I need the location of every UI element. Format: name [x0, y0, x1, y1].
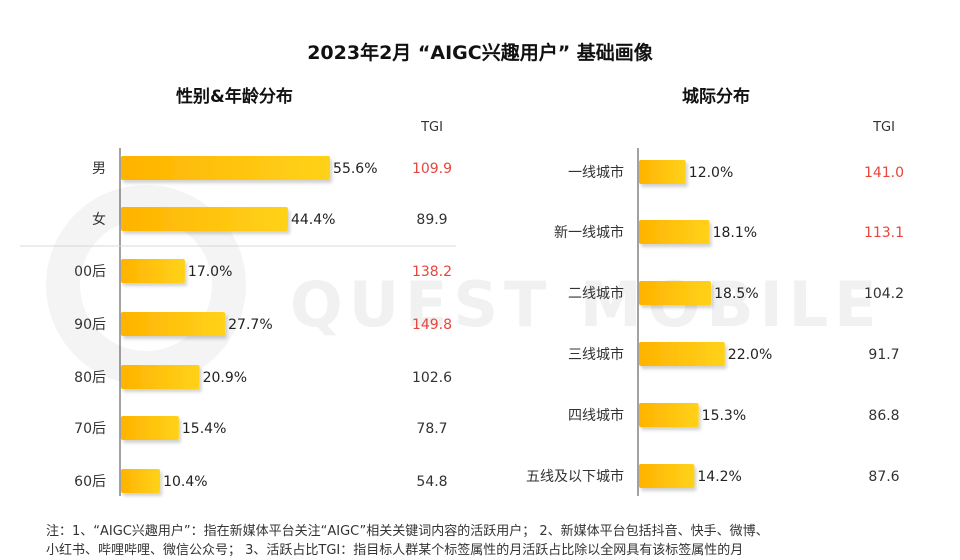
watermark-text: QUEST MOBILE — [290, 268, 883, 341]
right-bar-chart: TGI 一线城市 12.0% 141.0 新一线城市 18.1% 113.1 二线城市 18.5… — [526, 120, 904, 496]
right-tgi-value: 113.1 — [864, 225, 904, 241]
right-value-label: 18.5% — [714, 286, 758, 302]
right-category-label: 新一线城市 — [554, 224, 624, 241]
right-chart-title: 城际分布 — [682, 87, 750, 107]
left-category-label: 00后 — [74, 264, 106, 280]
right-bar — [639, 220, 710, 244]
left-value-label: 55.6% — [333, 161, 377, 177]
left-value-label: 10.4% — [163, 474, 207, 490]
left-category-label: 70后 — [74, 421, 106, 437]
left-tgi-header: TGI — [420, 120, 443, 135]
right-value-label: 12.0% — [689, 165, 733, 181]
footnote: 注：1、“AIGC兴趣用户”：指在新媒体平台关注“AIGC”相关关键词内容的活跃… — [46, 522, 926, 560]
left-category-label: 男 — [92, 161, 106, 177]
left-tgi-value: 54.8 — [416, 474, 447, 490]
right-bar — [639, 403, 699, 427]
right-value-label: 14.2% — [697, 469, 741, 485]
right-tgi-value: 91.7 — [868, 347, 899, 363]
left-category-label: 80后 — [74, 370, 106, 386]
left-category-label: 60后 — [74, 474, 106, 490]
chart-title: 2023年2月 “AIGC兴趣用户” 基础画像 — [307, 42, 653, 64]
footnote-line-1: 注：1、“AIGC兴趣用户”：指在新媒体平台关注“AIGC”相关关键词内容的活跃… — [46, 524, 769, 539]
right-bar — [639, 160, 686, 184]
left-bar — [121, 365, 200, 389]
right-category-label: 四线城市 — [568, 407, 624, 424]
left-chart-title: 性别&年龄分布 — [176, 87, 293, 107]
left-category-label: 90后 — [74, 317, 106, 333]
left-bar — [121, 312, 226, 336]
right-value-label: 18.1% — [713, 225, 757, 241]
footnote-line-2: 小红书、哔哩哔哩、微信公众号； 3、活跃占比TGI：指目标人群某个标签属性的月活… — [46, 543, 744, 558]
left-bar — [121, 416, 179, 440]
left-bar-chart: TGI 男 55.6% 109.9 女 44.4% 89.9 00后 17.0% 138.2 90后… — [20, 120, 456, 496]
right-category-label: 五线及以下城市 — [526, 468, 624, 485]
right-tgi-value: 87.6 — [868, 469, 899, 485]
right-tgi-value: 104.2 — [864, 286, 904, 302]
left-bar — [121, 156, 331, 180]
left-value-label: 17.0% — [188, 264, 232, 280]
left-bar — [121, 469, 161, 493]
left-value-label: 27.7% — [228, 317, 272, 333]
left-category-label: 女 — [92, 211, 106, 228]
right-tgi-value: 141.0 — [864, 165, 904, 181]
left-tgi-value: 102.6 — [412, 370, 452, 386]
right-category-label: 一线城市 — [568, 164, 624, 181]
left-value-label: 44.4% — [291, 212, 335, 228]
right-category-label: 三线城市 — [568, 346, 624, 363]
right-value-label: 15.3% — [702, 408, 746, 424]
left-tgi-value: 109.9 — [412, 161, 452, 177]
left-tgi-value: 149.8 — [412, 317, 452, 333]
right-value-label: 22.0% — [728, 347, 772, 363]
left-tgi-value: 78.7 — [416, 421, 447, 437]
left-value-label: 20.9% — [203, 370, 247, 386]
right-bar — [639, 464, 695, 488]
right-bar — [639, 281, 712, 305]
left-value-label: 15.4% — [182, 421, 226, 437]
right-tgi-value: 86.8 — [868, 408, 899, 424]
left-bar — [121, 207, 288, 231]
right-category-label: 二线城市 — [568, 285, 624, 302]
left-bar — [121, 259, 185, 283]
right-bar — [639, 342, 725, 366]
right-tgi-header: TGI — [872, 120, 895, 135]
left-tgi-value: 138.2 — [412, 264, 452, 280]
left-tgi-value: 89.9 — [416, 212, 447, 228]
